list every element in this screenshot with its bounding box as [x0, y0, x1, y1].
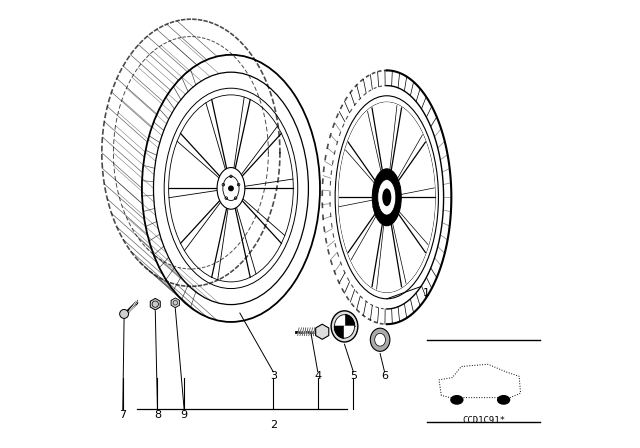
- Ellipse shape: [331, 311, 358, 342]
- Ellipse shape: [382, 189, 391, 206]
- Polygon shape: [335, 314, 344, 327]
- Text: 2: 2: [269, 420, 277, 430]
- Ellipse shape: [497, 395, 510, 405]
- Polygon shape: [316, 324, 329, 339]
- Text: 5: 5: [350, 371, 357, 381]
- Ellipse shape: [371, 328, 390, 351]
- Ellipse shape: [339, 102, 435, 293]
- Text: 4: 4: [314, 371, 321, 381]
- Ellipse shape: [335, 314, 355, 338]
- Polygon shape: [335, 327, 344, 338]
- Polygon shape: [344, 314, 355, 327]
- Ellipse shape: [374, 333, 385, 346]
- Text: 1: 1: [422, 288, 429, 298]
- Polygon shape: [344, 327, 355, 338]
- Circle shape: [120, 310, 129, 319]
- Text: CCD1C91*: CCD1C91*: [462, 416, 505, 425]
- Text: 9: 9: [180, 409, 188, 420]
- Circle shape: [228, 186, 233, 190]
- Text: 7: 7: [119, 409, 126, 420]
- Ellipse shape: [378, 180, 396, 215]
- Text: 6: 6: [381, 371, 388, 381]
- Text: 8: 8: [154, 409, 161, 420]
- Text: 3: 3: [269, 371, 276, 381]
- Ellipse shape: [450, 395, 463, 405]
- Ellipse shape: [372, 169, 401, 226]
- Ellipse shape: [217, 168, 245, 209]
